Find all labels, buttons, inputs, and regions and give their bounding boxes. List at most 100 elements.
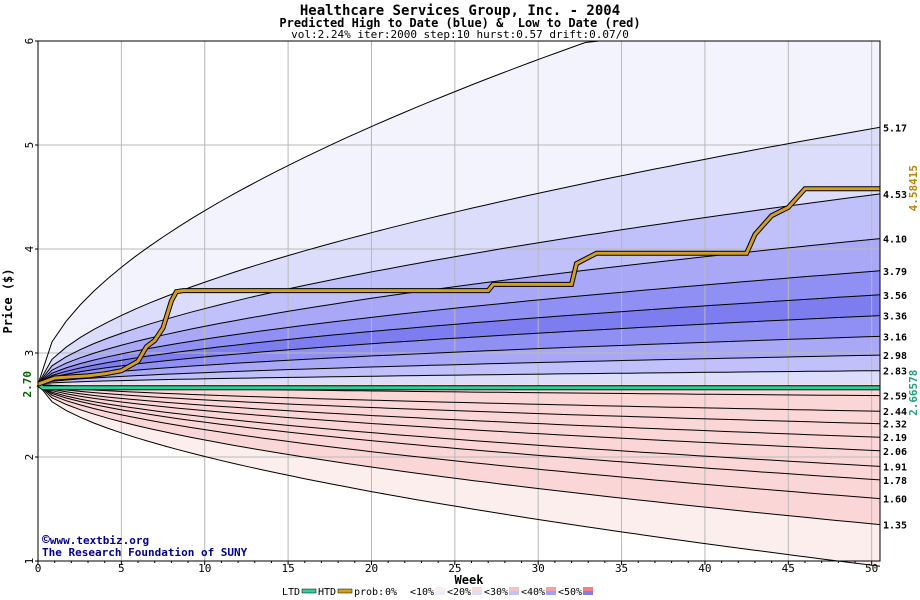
legend-prob-swatch-low-4 bbox=[546, 587, 556, 591]
high-band-10 bbox=[38, 370, 880, 385]
quantile-curve-18 bbox=[37, 383, 881, 481]
legend-prob-swatch-low-5 bbox=[583, 587, 593, 591]
legend-prob-swatch-high-2 bbox=[472, 591, 482, 595]
legend-prob-item-2: <20% bbox=[447, 587, 471, 598]
legend-prob-swatch-high-0 bbox=[398, 591, 408, 595]
end-value-label: 3.79 bbox=[883, 267, 907, 278]
quantile-curve-14 bbox=[37, 383, 881, 425]
high-band-3 bbox=[38, 193, 880, 385]
legend-prob-swatch-low-3 bbox=[509, 587, 519, 591]
end-value-label: 4.53 bbox=[883, 190, 907, 201]
chart-params: vol:2.24% iter:2000 step:10 hurst:0.57 d… bbox=[291, 28, 629, 41]
legend-prob-item-3: <30% bbox=[484, 587, 508, 598]
quantile-curve-9 bbox=[37, 354, 881, 385]
quantile-curve-5 bbox=[37, 270, 881, 385]
chart-subtitle: Predicted High to Date (blue) & Low to D… bbox=[279, 16, 641, 30]
legend: LTD HTD prob: 0% <10% <20% <30% <40% <50% bbox=[282, 587, 593, 598]
end-value-label: 3.16 bbox=[883, 332, 907, 343]
end-value-label: 2.83 bbox=[883, 367, 907, 378]
x-axis-label: Week bbox=[455, 573, 485, 587]
quantile-curve-17 bbox=[37, 383, 881, 467]
x-tick-label-0: 0 bbox=[35, 562, 42, 575]
quantile-curve-10 bbox=[37, 370, 881, 385]
quantile-curve-20 bbox=[37, 383, 881, 526]
htd-ltd-paths bbox=[36, 186, 880, 391]
legend-prob-swatch-high-5 bbox=[583, 591, 593, 595]
quantile-curve-16 bbox=[37, 383, 881, 452]
end-value-label: 2.19 bbox=[883, 433, 907, 444]
legend-prob-label: prob: bbox=[354, 587, 384, 598]
copyright-symbol: © bbox=[42, 533, 50, 548]
htd-final-label: 4.58415 bbox=[907, 165, 920, 211]
end-value-label: 5.17 bbox=[883, 123, 907, 134]
legend-prob-item-0: 0% bbox=[385, 587, 397, 598]
quantile-curve-7 bbox=[37, 315, 881, 385]
legend-prob-swatch-high-1 bbox=[435, 591, 445, 595]
legend-prob-swatch-high-3 bbox=[509, 591, 519, 595]
high-band-1 bbox=[38, 41, 880, 385]
high-band-8 bbox=[38, 336, 880, 385]
credit-org: The Research Foundation of SUNY bbox=[42, 546, 248, 559]
high-band-4 bbox=[38, 238, 880, 385]
start-price-label: 2.70 bbox=[21, 371, 34, 398]
y-tick-label-6: 6 bbox=[23, 38, 36, 45]
quantile-curve-15 bbox=[37, 383, 881, 438]
y-tick-label-1: 1 bbox=[23, 558, 36, 565]
y-tick-label-5: 5 bbox=[23, 142, 36, 149]
low-band-10 bbox=[38, 384, 880, 525]
probability-bands bbox=[38, 41, 880, 567]
high-band-6 bbox=[38, 294, 880, 385]
x-tick-label-50: 50 bbox=[865, 562, 878, 575]
end-value-label: 4.10 bbox=[883, 235, 907, 246]
x-tick-label-20: 20 bbox=[365, 562, 378, 575]
end-value-label: 3.36 bbox=[883, 312, 907, 323]
end-value-label: 2.32 bbox=[883, 420, 907, 431]
ltd-final-label: 2.66578 bbox=[907, 370, 920, 416]
legend-ltd-label: LTD bbox=[282, 587, 300, 598]
quantile-curve-3 bbox=[37, 193, 881, 385]
high-band-7 bbox=[38, 315, 880, 385]
end-value-label: 1.78 bbox=[883, 476, 907, 487]
end-value-label: 2.59 bbox=[883, 392, 907, 403]
end-value-label: 3.56 bbox=[883, 291, 907, 302]
chart-title: Healthcare Services Group, Inc. - 2004 bbox=[299, 3, 621, 19]
legend-htd-swatch bbox=[337, 588, 353, 594]
x-tick-label-40: 40 bbox=[698, 562, 711, 575]
legend-prob-swatch-high-4 bbox=[546, 591, 556, 595]
x-tick-label-10: 10 bbox=[198, 562, 211, 575]
quantile-curve-6 bbox=[37, 294, 881, 385]
x-tick-label-15: 15 bbox=[281, 562, 294, 575]
quantile-curve-19 bbox=[37, 383, 881, 500]
y-axis-label: Price ($) bbox=[1, 268, 15, 333]
quantile-curve-8 bbox=[37, 335, 881, 385]
legend-prob-swatch-low-1 bbox=[435, 587, 445, 591]
end-value-label: 2.98 bbox=[883, 351, 907, 362]
y-tick-label-3: 3 bbox=[23, 350, 36, 357]
plot-frame bbox=[37, 40, 881, 562]
quantile-curves bbox=[37, 40, 881, 567]
high-band-5 bbox=[38, 270, 880, 385]
quantile-curve-13 bbox=[37, 383, 881, 412]
high-band-9 bbox=[38, 355, 880, 385]
end-value-label: 1.35 bbox=[883, 521, 907, 532]
chart-labels: 5.17 4.53 4.10 3.79 3.56 3.36 3.16 2.98 2.83 2.59… bbox=[883, 123, 920, 531]
end-value-label: 1.60 bbox=[883, 495, 907, 506]
legend-prob-swatch-low-0 bbox=[398, 587, 408, 591]
credit-url[interactable]: www.textbiz.org bbox=[49, 534, 150, 547]
y-tick-label-4: 4 bbox=[23, 245, 36, 252]
x-tick-label-35: 35 bbox=[615, 562, 628, 575]
x-tick-label-45: 45 bbox=[782, 562, 795, 575]
legend-htd-label: HTD bbox=[318, 587, 336, 598]
end-value-label: 2.44 bbox=[883, 407, 907, 418]
x-tick-label-30: 30 bbox=[532, 562, 545, 575]
legend-prob-item-5: <50% bbox=[558, 587, 582, 598]
y-tick-label-2: 2 bbox=[23, 454, 36, 461]
end-value-label: 1.91 bbox=[883, 462, 907, 473]
credit: ©www.textbiz.org The Research Foundation… bbox=[42, 533, 248, 559]
legend-prob-swatch-low-2 bbox=[472, 587, 482, 591]
legend-prob-item-1: <10% bbox=[410, 587, 434, 598]
legend-prob-item-4: <40% bbox=[521, 587, 545, 598]
x-tick-label-5: 5 bbox=[118, 562, 125, 575]
